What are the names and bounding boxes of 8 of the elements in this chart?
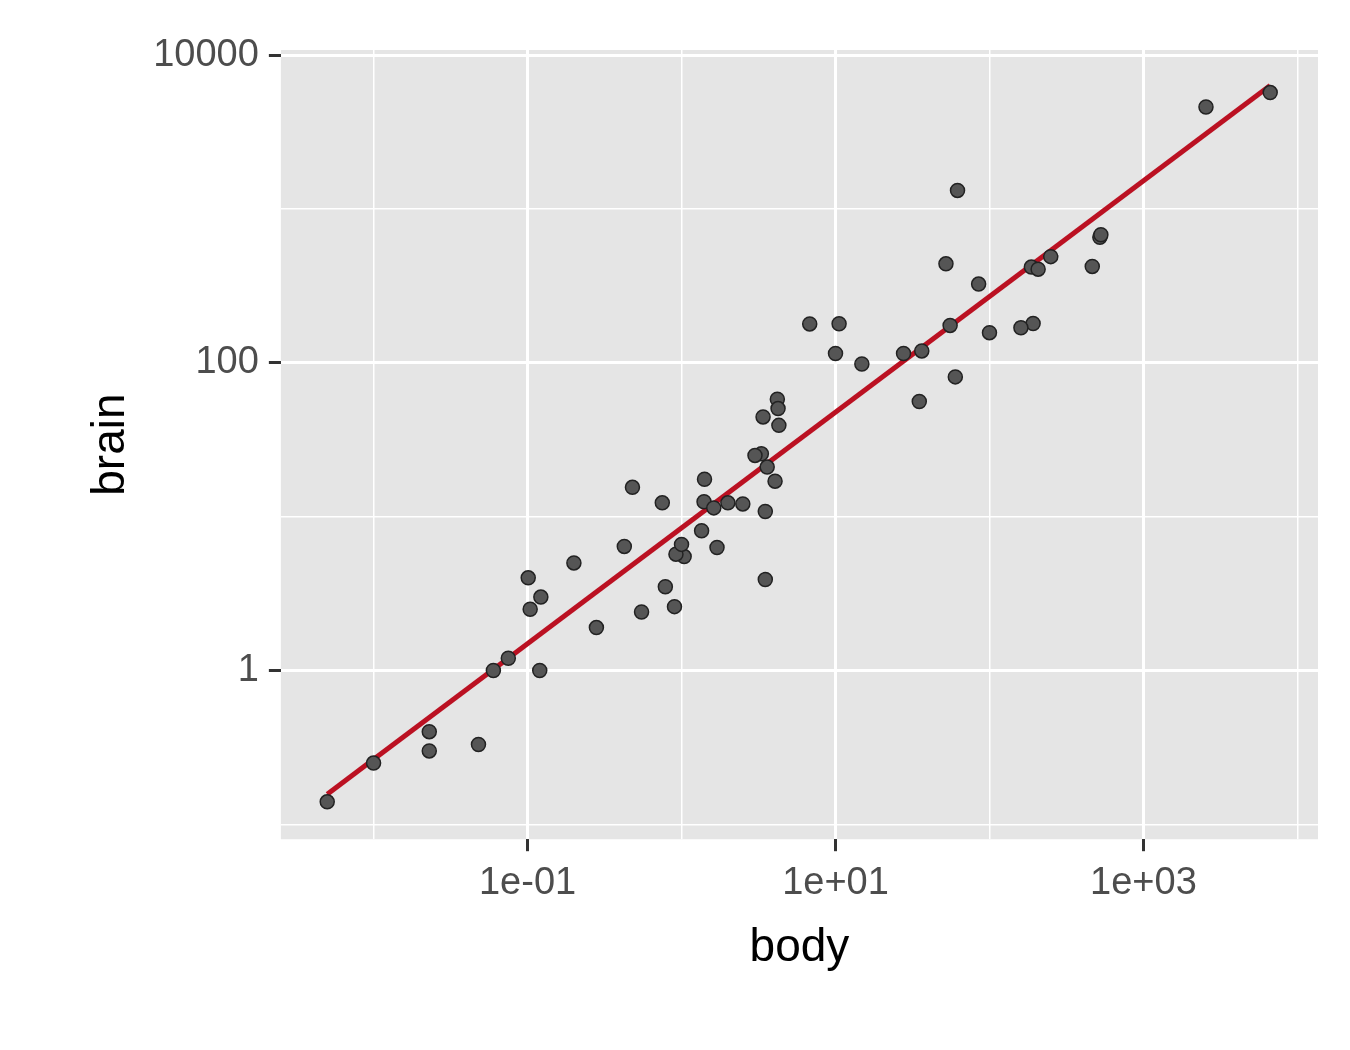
y-tick-label: 10000 <box>153 31 259 74</box>
x-tick-label: 1e-01 <box>478 860 577 903</box>
y-tick-label: 1 <box>237 646 259 689</box>
x-tick-label: 1e+03 <box>1090 860 1197 903</box>
y-tick-label: 100 <box>195 339 259 382</box>
x-tick-label: 1e+01 <box>782 860 889 903</box>
x-axis-title: body <box>749 919 850 972</box>
y-axis-title: brain <box>82 393 135 496</box>
